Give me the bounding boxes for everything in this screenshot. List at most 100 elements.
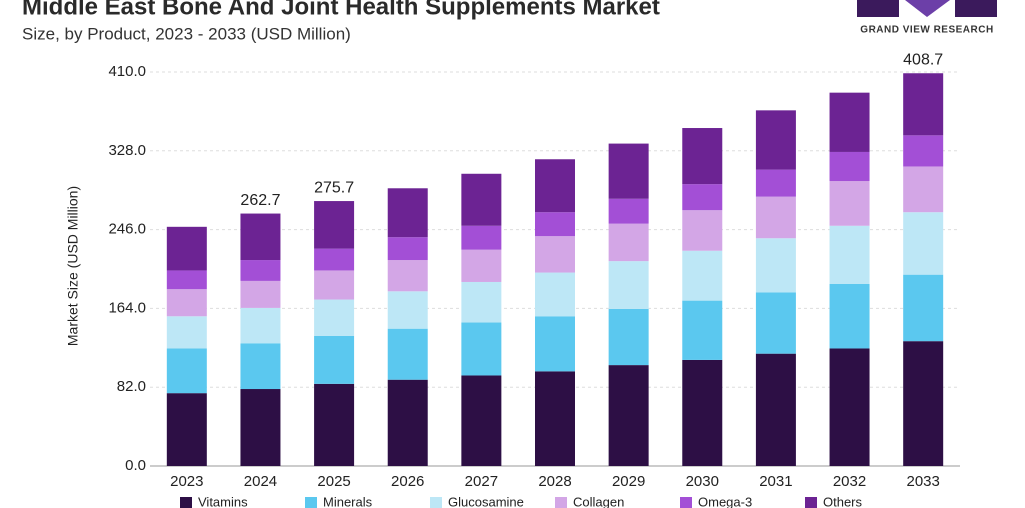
bar-segment bbox=[829, 283, 870, 349]
bar-segment bbox=[829, 348, 870, 466]
y-tick-label: 410.0 bbox=[108, 63, 146, 80]
bar-segment bbox=[314, 248, 355, 271]
legend-label: Glucosamine bbox=[448, 494, 524, 508]
bar-segment bbox=[240, 389, 281, 466]
bar-segment bbox=[903, 274, 944, 342]
bar-segment bbox=[314, 270, 355, 300]
bar-segment bbox=[166, 270, 207, 290]
logo-block bbox=[857, 0, 899, 17]
bar-segment bbox=[387, 291, 428, 329]
bar-segment bbox=[608, 198, 649, 224]
bar-segment bbox=[755, 353, 796, 466]
bar-segment bbox=[829, 225, 870, 284]
x-tick-label: 2033 bbox=[906, 473, 939, 490]
bar-segment bbox=[240, 343, 281, 390]
total-label: 275.7 bbox=[314, 179, 354, 196]
bar-segment bbox=[682, 250, 723, 301]
y-tick-label: 164.0 bbox=[108, 299, 146, 316]
bar-segment bbox=[903, 166, 944, 213]
bar-segment bbox=[682, 184, 723, 211]
chart-subtitle: Size, by Product, 2023 - 2033 (USD Milli… bbox=[22, 24, 351, 43]
legend-label: Others bbox=[823, 494, 863, 508]
bar-segment bbox=[608, 143, 649, 199]
bar-segment bbox=[166, 316, 207, 349]
bar-segment bbox=[608, 261, 649, 309]
bar-segment bbox=[755, 238, 796, 293]
bar-segment bbox=[829, 181, 870, 226]
bar-segment bbox=[903, 135, 944, 167]
legend-label: Collagen bbox=[573, 494, 624, 508]
bar-segment bbox=[314, 383, 355, 466]
x-tick-label: 2029 bbox=[612, 473, 645, 490]
bar-segment bbox=[461, 173, 502, 226]
bar-segment bbox=[903, 212, 944, 275]
logo: GRAND VIEW RESEARCH bbox=[857, 0, 997, 36]
bar-segment bbox=[608, 365, 649, 466]
legend-swatch bbox=[680, 497, 692, 508]
bar-segment bbox=[535, 159, 575, 213]
bar-segment bbox=[755, 110, 796, 170]
bar-segment bbox=[535, 272, 575, 317]
y-tick-label: 0.0 bbox=[125, 457, 146, 474]
bar-segment bbox=[240, 213, 281, 261]
bar-segment bbox=[535, 371, 575, 466]
x-tick-label: 2027 bbox=[465, 473, 498, 490]
total-label: 262.7 bbox=[240, 192, 280, 209]
bar-segment bbox=[166, 289, 207, 317]
bar-segment bbox=[755, 169, 796, 197]
bar-segment bbox=[903, 73, 944, 136]
y-tick-label: 82.0 bbox=[117, 378, 146, 395]
bar-segment bbox=[829, 92, 870, 152]
bar-segment bbox=[387, 237, 428, 261]
y-tick-label: 246.0 bbox=[108, 221, 146, 238]
bar-segment bbox=[387, 328, 428, 380]
x-tick-label: 2032 bbox=[833, 473, 866, 490]
logo-block bbox=[955, 0, 997, 17]
x-tick-label: 2031 bbox=[759, 473, 792, 490]
bar-segment bbox=[314, 299, 355, 336]
bar-segment bbox=[461, 225, 502, 250]
bar-segment bbox=[166, 226, 207, 271]
bar-segment bbox=[755, 196, 796, 239]
bar-segment bbox=[608, 308, 649, 366]
bar-segment bbox=[535, 316, 575, 372]
legend-label: Vitamins bbox=[198, 494, 248, 508]
bar-segment bbox=[535, 236, 575, 273]
bar-segment bbox=[387, 188, 428, 238]
bar-segment bbox=[387, 379, 428, 466]
bar-segment bbox=[166, 393, 207, 466]
legend-swatch bbox=[180, 497, 192, 508]
bar-segment bbox=[755, 292, 796, 354]
legend-swatch bbox=[305, 497, 317, 508]
logo-text: GRAND VIEW RESEARCH bbox=[860, 25, 993, 36]
bar-segment bbox=[240, 280, 281, 308]
bar-segment bbox=[682, 128, 723, 185]
bar-segment bbox=[461, 375, 502, 466]
bar-segment bbox=[461, 322, 502, 376]
bar-segment bbox=[166, 348, 207, 394]
bar-segment bbox=[240, 260, 281, 281]
legend-label: Minerals bbox=[323, 494, 373, 508]
x-tick-label: 2028 bbox=[538, 473, 571, 490]
y-tick-label: 328.0 bbox=[108, 142, 146, 159]
bar-segment bbox=[829, 151, 870, 182]
bar-segment bbox=[240, 307, 281, 344]
bar-segment bbox=[682, 359, 723, 466]
bar-segment bbox=[682, 210, 723, 251]
bar-segment bbox=[461, 281, 502, 323]
bar-segment bbox=[608, 223, 649, 262]
x-tick-label: 2025 bbox=[317, 473, 350, 490]
legend-swatch bbox=[555, 497, 567, 508]
bar-segment bbox=[387, 260, 428, 292]
legend-swatch bbox=[430, 497, 442, 508]
x-tick-label: 2026 bbox=[391, 473, 424, 490]
logo-block bbox=[905, 0, 950, 17]
x-tick-label: 2023 bbox=[170, 473, 203, 490]
bar-segment bbox=[682, 300, 723, 360]
bar-segment bbox=[461, 249, 502, 282]
legend-label: Omega-3 bbox=[698, 494, 752, 508]
y-axis-label: Market Size (USD Million) bbox=[65, 186, 81, 346]
x-tick-label: 2030 bbox=[686, 473, 719, 490]
legend-swatch bbox=[805, 497, 817, 508]
